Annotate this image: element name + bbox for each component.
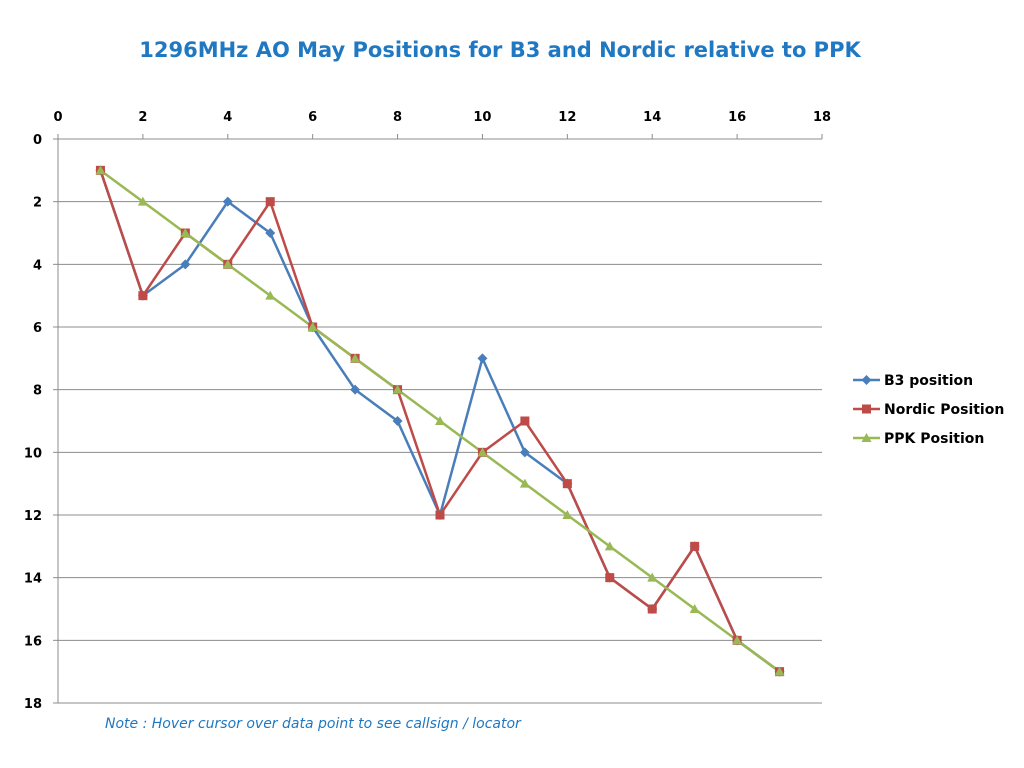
data-point-b3-position-5 (265, 228, 276, 238)
legend-label-nordic-position: Nordic Position (884, 402, 1004, 418)
x-tick-label-10: 10 (473, 110, 491, 125)
data-point-ppk-position-12 (562, 510, 573, 519)
data-point-b3-position-3 (180, 259, 191, 270)
y-tick-label-16: 16 (24, 634, 42, 649)
x-tick-label-14: 14 (643, 110, 661, 125)
x-tick-label-4: 4 (223, 110, 232, 125)
data-point-nordic-position-12 (562, 479, 572, 489)
data-point-ppk-position-13 (604, 541, 615, 551)
data-point-ppk-position-4 (222, 259, 233, 269)
data-point-ppk-position-5 (265, 290, 276, 300)
x-tick-label-16: 16 (728, 110, 746, 125)
chart-title: 1296MHz AO May Positions for B3 and Nord… (139, 38, 861, 62)
data-point-ppk-position-8 (392, 384, 403, 394)
data-point-ppk-position-17 (774, 666, 785, 676)
data-point-b3-position-7 (350, 384, 361, 395)
x-tick-label-2: 2 (138, 110, 147, 125)
data-point-b3-position-4 (222, 196, 233, 207)
data-point-b3-position-11 (519, 447, 530, 458)
legend: B3 position Nordic Position PPK Position (853, 373, 1004, 447)
y-tick-label-12: 12 (24, 509, 42, 524)
legend-marker-nordic-position (862, 404, 871, 414)
chart-note: Note : Hover cursor over data point to s… (105, 716, 521, 732)
data-point-ppk-position-3 (180, 228, 191, 237)
data-point-nordic-position-14 (647, 604, 657, 614)
data-point-b3-position-10 (477, 353, 488, 364)
data-point-ppk-position-11 (519, 478, 530, 488)
x-tick-label-6: 6 (308, 110, 317, 125)
x-tick-label-0: 0 (53, 110, 62, 125)
data-point-ppk-position-16 (732, 635, 743, 645)
data-point-nordic-position-13 (605, 573, 615, 583)
y-tick-label-0: 0 (33, 133, 42, 148)
y-tick-label-6: 6 (33, 321, 42, 336)
data-markers (95, 165, 785, 677)
y-tick-label-10: 10 (24, 446, 42, 461)
y-tick-label-8: 8 (33, 384, 42, 399)
data-point-ppk-position-15 (689, 604, 700, 613)
legend-label-ppk-position: PPK Position (884, 431, 984, 447)
legend-marker-ppk-position (861, 433, 872, 442)
data-point-ppk-position-14 (647, 572, 658, 582)
y-tick-label-14: 14 (24, 572, 42, 587)
data-point-nordic-position-9 (435, 510, 445, 520)
data-point-ppk-position-9 (435, 416, 445, 425)
legend-marker-b3-position (861, 375, 872, 385)
data-point-b3-position-8 (392, 416, 403, 426)
legend-label-b3-position: B3 position (884, 373, 973, 389)
data-point-ppk-position-7 (350, 353, 361, 363)
data-point-ppk-position-1 (95, 165, 106, 175)
axes: 0 2 4 6 8 10 12 14 16 18 0 2 4 6 8 10 12 14 16 18 (24, 110, 831, 712)
data-point-ppk-position-6 (307, 322, 318, 331)
y-tick-label-4: 4 (33, 258, 42, 273)
x-tick-label-18: 18 (813, 110, 831, 125)
x-tick-label-8: 8 (393, 110, 402, 125)
y-tick-label-18: 18 (24, 697, 42, 712)
data-point-nordic-position-2 (138, 291, 148, 301)
x-tick-label-12: 12 (558, 110, 576, 125)
gridlines (58, 201, 822, 704)
data-point-ppk-position-10 (477, 447, 488, 457)
data-point-nordic-position-15 (690, 541, 700, 551)
data-point-nordic-position-5 (265, 197, 275, 207)
data-point-ppk-position-2 (137, 196, 148, 206)
y-tick-label-2: 2 (33, 196, 42, 211)
data-point-nordic-position-11 (520, 416, 530, 426)
